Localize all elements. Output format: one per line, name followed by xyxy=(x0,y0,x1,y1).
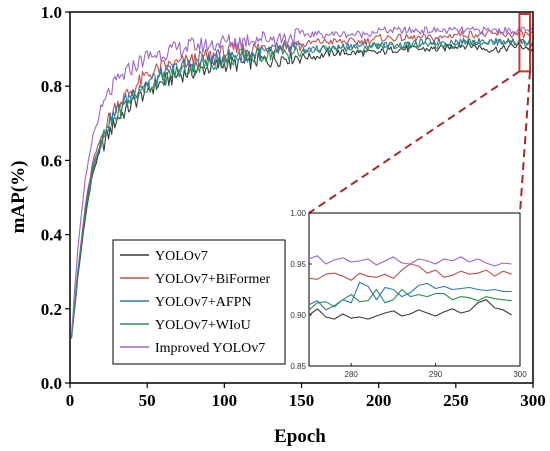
zoom-region-marker xyxy=(308,13,532,214)
x-tick-label: 150 xyxy=(289,391,315,410)
inset-series-line-0 xyxy=(308,299,512,320)
inset-y-tick-label: 0.95 xyxy=(290,260,306,269)
inset-y-tick-label: 0.90 xyxy=(290,311,306,320)
inset-zoom-chart: 280 290 300 0.85 0.90 0.95 1.00 xyxy=(290,209,527,379)
series-line-0 xyxy=(70,41,534,338)
x-tick-label: 0 xyxy=(66,391,75,410)
y-tick-label: 0.0 xyxy=(41,374,62,393)
legend-label: YOLOv7+BiFormer xyxy=(155,272,271,287)
series-line-1 xyxy=(70,30,534,339)
legend: YOLOv7 YOLOv7+BiFormer YOLOv7+AFPN YOLOv7+W… xyxy=(112,239,286,365)
legend-label: Improved YOLOv7 xyxy=(155,341,265,356)
x-tick-label: 300 xyxy=(520,391,546,410)
x-tick-label: 50 xyxy=(139,391,156,410)
inset-x-tick-label: 280 xyxy=(345,370,359,379)
x-axis-title: Epoch xyxy=(274,426,326,447)
x-tick-label: 250 xyxy=(443,391,469,410)
inset-series-line-3 xyxy=(308,288,512,311)
y-tick-label: 0.4 xyxy=(41,226,63,245)
inset-y-tick-label: 0.85 xyxy=(290,362,306,371)
y-tick-label: 0.2 xyxy=(41,300,62,319)
main-axes: 0 50 100 150 200 250 300 0.0 0.2 0.4 0.6 0.8 1.0 xyxy=(41,3,546,410)
inset-x-tick-label: 290 xyxy=(429,370,443,379)
main-series-lines xyxy=(70,26,534,339)
zoom-connector-right xyxy=(519,71,531,214)
y-tick-label: 0.6 xyxy=(41,151,62,170)
x-tick-label: 100 xyxy=(212,391,238,410)
legend-label: YOLOv7+AFPN xyxy=(155,295,252,310)
y-axis-title: mAP(%) xyxy=(8,161,29,234)
inset-y-tick-label: 1.00 xyxy=(290,209,306,218)
inset-x-tick-label: 300 xyxy=(513,370,527,379)
y-tick-label: 1.0 xyxy=(41,3,62,22)
zoom-box xyxy=(518,13,532,73)
series-line-4 xyxy=(70,26,534,334)
legend-label: YOLOv7+WIoU xyxy=(155,318,251,333)
x-tick-label: 200 xyxy=(366,391,392,410)
zoom-connector-left xyxy=(308,70,520,214)
legend-box xyxy=(112,239,286,365)
legend-label: YOLOv7 xyxy=(155,249,208,264)
inset-series-line-4 xyxy=(308,255,512,267)
series-line-3 xyxy=(70,37,534,337)
y-tick-label: 0.8 xyxy=(41,77,62,96)
